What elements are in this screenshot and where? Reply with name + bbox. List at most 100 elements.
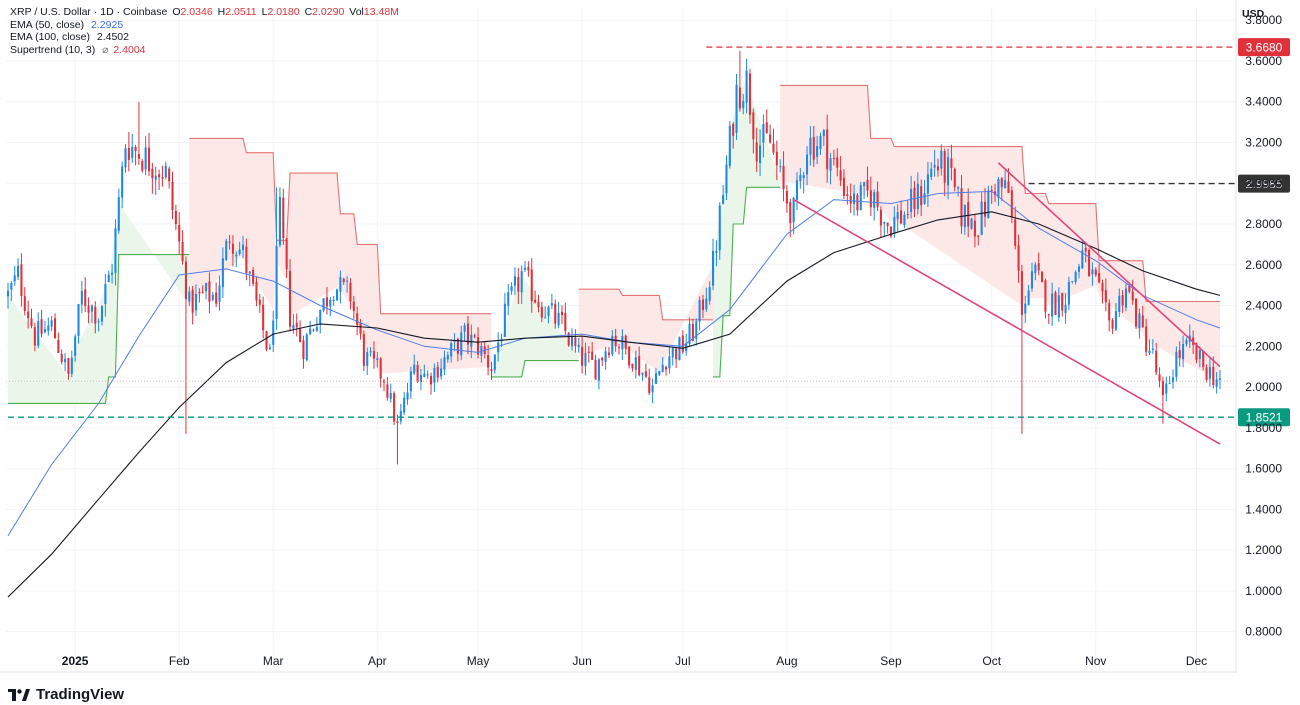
candle-bearish [1101, 282, 1104, 292]
supertrend-label: Supertrend (10, 3) [10, 43, 96, 56]
candle-bullish [1027, 290, 1030, 306]
candle-bearish [617, 347, 621, 349]
x-axis-tick-label: May [467, 654, 490, 668]
ohlc-value: 2.0180 [267, 6, 300, 18]
candle-bearish [564, 312, 567, 331]
support-price-tag[interactable]: 1.8521 [1238, 408, 1290, 427]
candle-bearish [953, 169, 956, 188]
candle-bullish [799, 175, 802, 182]
indicator-ema50[interactable]: EMA (50, close) 2.2925 [10, 19, 399, 32]
candle-bearish [517, 276, 520, 292]
candle-bearish [1094, 269, 1097, 275]
candle-bullish [124, 148, 127, 168]
candle-bearish [701, 299, 705, 311]
candle-bullish [470, 334, 473, 347]
indicator-supertrend[interactable]: Supertrend (10, 3) ⌀ 2.4004 [10, 44, 399, 57]
y-axis-tick-label: 2.8000 [1245, 217, 1282, 231]
candle-bullish [597, 359, 600, 381]
candle-bearish [184, 261, 187, 300]
candle-bullish [406, 392, 409, 400]
candle-bearish [151, 168, 154, 179]
currency-label[interactable]: USD [1242, 8, 1265, 20]
candle-bullish [426, 374, 429, 376]
candle-bullish [218, 285, 221, 302]
supertrend-uptrend-line [491, 360, 579, 378]
y-axis-tick-label: 1.6000 [1245, 462, 1282, 476]
candle-bullish [493, 354, 496, 371]
candle-bullish [131, 146, 134, 158]
candle-bullish [947, 157, 950, 186]
supertrend-downtrend-line [189, 137, 492, 315]
pivot-price-tag[interactable]: 2.9985 [1238, 174, 1290, 193]
candle-bullish [997, 179, 1000, 198]
candle-bearish [40, 319, 43, 334]
supertrend-downtrend-line [578, 288, 713, 321]
candle-bearish [295, 322, 298, 328]
candle-bullish [728, 125, 731, 166]
candle-bullish [1118, 295, 1121, 312]
candle-bullish [64, 358, 67, 363]
candle-bearish [836, 157, 839, 168]
candle-bullish [759, 145, 762, 164]
candle-bullish [1182, 344, 1185, 359]
candle-bearish [262, 304, 265, 331]
candle-bullish [715, 251, 718, 253]
candle-bullish [460, 332, 463, 356]
y-axis-tick-label: 3.6000 [1245, 54, 1282, 68]
candle-bearish [258, 299, 261, 305]
candle-bullish [1071, 281, 1074, 283]
candle-bullish [1057, 295, 1060, 318]
candle-bullish [1198, 350, 1201, 359]
candle-bullish [819, 136, 822, 149]
candle-bearish [1128, 286, 1131, 292]
candle-bearish [416, 365, 419, 382]
candle-bearish [282, 197, 285, 239]
candle-bullish [513, 276, 516, 286]
candle-bearish [591, 351, 594, 360]
ohlc-key: H [217, 6, 226, 18]
candle-bearish [352, 301, 355, 311]
candle-bearish [530, 269, 533, 302]
candle-bullish [305, 334, 308, 361]
y-axis-tick-label: 3.8000 [1245, 13, 1282, 27]
candle-bullish [164, 165, 167, 178]
indicator-ema100[interactable]: EMA (100, close) 2.4502 [10, 31, 399, 44]
candle-bullish [50, 320, 53, 327]
candle-bullish [205, 283, 208, 292]
candle-bullish [695, 321, 698, 340]
ohlc-value: 2.0290 [312, 6, 345, 18]
ema100-value: 2.4502 [96, 31, 129, 43]
candle-bullish [144, 147, 147, 170]
candle-bullish [957, 187, 960, 189]
candle-bearish [141, 161, 144, 171]
candle-bullish [859, 185, 862, 211]
candle-bearish [849, 195, 852, 204]
candle-bullish [6, 290, 10, 297]
y-axis: 0.8000 1.0000 1.2000 1.4000 1.6000 1.8000 2.00… [1245, 13, 1282, 638]
candle-bullish [802, 175, 805, 179]
candle-bearish [594, 360, 597, 380]
tradingview-logo-text: TradingView [36, 686, 125, 703]
ohlc-value: 2.0511 [225, 6, 257, 18]
candle-bearish [349, 282, 352, 302]
candle-bearish [1121, 295, 1124, 306]
resistance-price-tag[interactable]: 3.6680 [1238, 38, 1290, 57]
candle-bearish [1202, 351, 1205, 368]
candle-bearish [886, 222, 889, 227]
candle-bullish [822, 129, 825, 137]
candle-bearish [386, 384, 389, 398]
candle-bullish [248, 271, 251, 274]
candle-bearish [168, 168, 171, 182]
candle-bullish [37, 321, 40, 346]
x-axis-tick-label: Aug [776, 654, 797, 668]
tradingview-logo[interactable]: TradingView [8, 686, 124, 703]
candle-bearish [732, 123, 735, 136]
candle-bearish [681, 335, 684, 352]
candle-bearish [27, 311, 30, 319]
x-axis-tick-label: Nov [1085, 654, 1106, 668]
candle-bullish [510, 286, 513, 292]
candle-bullish [409, 371, 412, 392]
candle-bearish [356, 313, 359, 325]
